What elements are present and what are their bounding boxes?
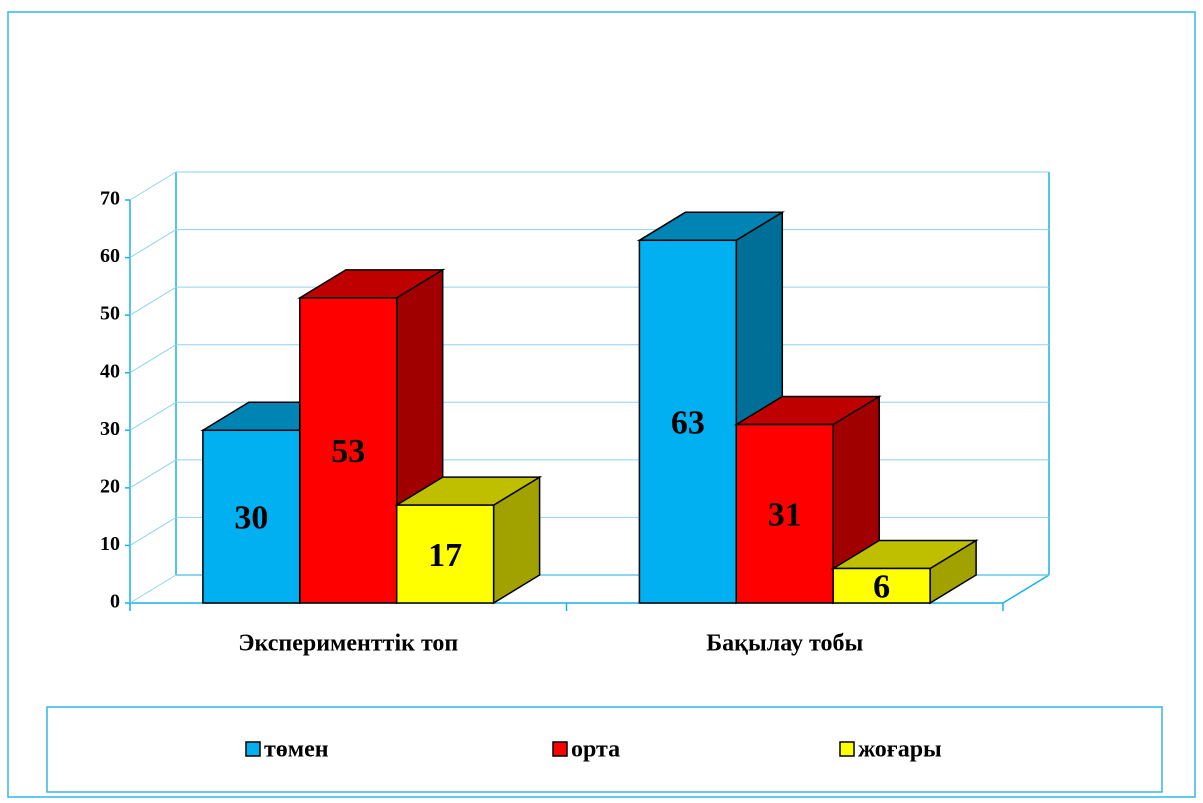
chart-frame [7, 11, 1196, 798]
bar-front [638, 239, 738, 604]
floor-right [1002, 574, 1050, 604]
value-label: 30 [234, 499, 268, 536]
bar-front [735, 423, 834, 604]
value-label: 31 [768, 497, 802, 534]
value-label: 53 [331, 433, 365, 470]
grid-line [129, 401, 177, 431]
y-tick-label: 60 [100, 245, 120, 267]
grid-line [129, 574, 177, 604]
y-tick-label: 30 [100, 418, 120, 440]
legend-label: төмен [264, 737, 329, 763]
y-tick-label: 10 [100, 533, 120, 555]
grid-line [129, 459, 177, 489]
y-tick-label: 50 [100, 303, 120, 325]
grid-line [129, 171, 177, 201]
y-tick-label: 20 [100, 475, 120, 497]
grid-line [129, 229, 177, 258]
value-label: 63 [671, 404, 705, 441]
grid-line [129, 517, 177, 546]
legend-box [46, 706, 1163, 793]
bar: 6 [830, 539, 979, 606]
y-tick-label: 40 [100, 360, 120, 382]
value-label: 17 [428, 537, 462, 574]
y-tick-label: 70 [100, 188, 120, 210]
bar-front [202, 429, 301, 604]
legend-swatch [552, 741, 568, 757]
bar-front [832, 567, 931, 604]
y-tick-label: 0 [110, 591, 120, 613]
bar: 53 [297, 268, 446, 605]
legend-label: жоғары [858, 737, 942, 763]
grid-line [129, 286, 177, 316]
x-tick-label: Эксперименттік топ [238, 631, 458, 657]
grid-line [129, 344, 177, 374]
x-tick-label: Бақылау тобы [706, 631, 863, 657]
legend-swatch [839, 741, 855, 757]
legend-label: орта [571, 737, 620, 763]
bar-front [395, 504, 495, 604]
bar-front [299, 297, 398, 604]
value-label: 6 [873, 569, 890, 606]
bar: 17 [394, 475, 543, 605]
legend-swatch [245, 741, 261, 757]
